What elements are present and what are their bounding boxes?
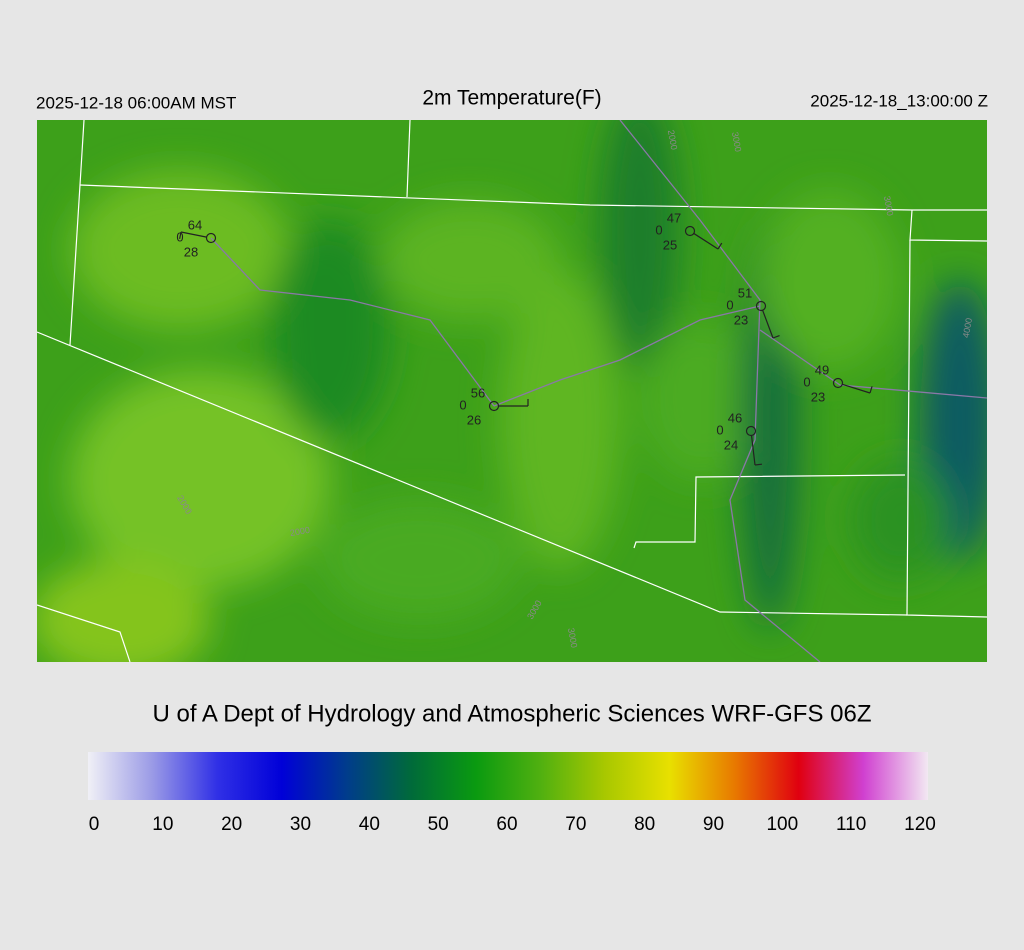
station-circle xyxy=(684,225,696,237)
roads xyxy=(210,120,987,662)
wind-barb xyxy=(750,435,756,466)
station-dewpoint: 23 xyxy=(811,389,825,404)
wind-barb xyxy=(762,310,774,339)
station-dewpoint: 23 xyxy=(734,312,748,327)
contour-label: 2000 xyxy=(666,129,679,150)
station-temperature: 56 xyxy=(471,385,485,400)
colorbar-tick-label: 100 xyxy=(766,814,798,835)
station-circle xyxy=(755,300,767,312)
colorbar-bar xyxy=(88,752,928,800)
colorbar-tick-label: 10 xyxy=(152,814,173,835)
station-circle xyxy=(205,232,217,244)
station-dewpoint: 25 xyxy=(663,237,677,252)
valid-time-utc: 2025-12-18_13:00:00 Z xyxy=(810,91,988,110)
colorbar-tick-label: 0 xyxy=(89,814,100,835)
colorbar-tick-label: 50 xyxy=(428,814,449,835)
contour-label: 3000 xyxy=(730,131,743,152)
wind-barb-flag xyxy=(717,242,723,250)
station-sky: 0 xyxy=(716,422,723,437)
station-temperature: 47 xyxy=(667,210,681,225)
map-title: 2m Temperature(F) xyxy=(422,87,601,110)
wind-barb xyxy=(180,231,207,238)
colorbar-tick-label: 90 xyxy=(703,814,724,835)
wind-barb-flag xyxy=(179,231,182,239)
station-temperature: 49 xyxy=(815,362,829,377)
wind-barb-flag xyxy=(869,386,873,394)
station-temperature: 51 xyxy=(738,285,752,300)
valid-time-local: 2025-12-18 06:00AM MST xyxy=(36,93,236,112)
station-dewpoint: 26 xyxy=(467,412,481,427)
wind-barb xyxy=(693,232,719,250)
colorbar: 0 10 20 30 40 50 60 70 80 90 100 110 120 xyxy=(88,752,936,835)
credit: U of A Dept of Hydrology and Atmospheric… xyxy=(153,700,872,727)
contour-label: 3000 xyxy=(882,195,895,216)
contour-label: 2000 xyxy=(289,525,310,538)
station-sky: 0 xyxy=(803,374,810,389)
station-temperature: 46 xyxy=(728,410,742,425)
colorbar-tick-label: 80 xyxy=(634,814,655,835)
colorbar-tick-label: 30 xyxy=(290,814,311,835)
station-sky: 0 xyxy=(655,222,662,237)
station-dewpoint: 24 xyxy=(724,437,738,452)
station-sky: 0 xyxy=(176,229,183,244)
station-dewpoint: 28 xyxy=(184,244,198,259)
colorbar-tick-label: 70 xyxy=(565,814,586,835)
colorbar-tick-label: 110 xyxy=(836,814,866,835)
station-sky: 0 xyxy=(459,397,466,412)
contour-label: 3000 xyxy=(566,627,579,648)
wind-barb xyxy=(842,383,871,394)
temperature-field xyxy=(37,120,987,662)
boundaries xyxy=(37,120,987,662)
colorbar-tick-label: 60 xyxy=(496,814,517,835)
station-temperature: 64 xyxy=(188,217,202,232)
station-circle xyxy=(745,425,757,437)
colorbar-tick-label: 20 xyxy=(221,814,242,835)
colorbar-tick-label: 40 xyxy=(359,814,380,835)
wind-barb-flag xyxy=(772,334,780,339)
colorbar-tick-label: 120 xyxy=(904,814,936,835)
contour-label: 4000 xyxy=(961,317,974,338)
station-sky: 0 xyxy=(726,297,733,312)
station-circle xyxy=(832,377,844,389)
wind-barb-flag xyxy=(754,463,763,466)
